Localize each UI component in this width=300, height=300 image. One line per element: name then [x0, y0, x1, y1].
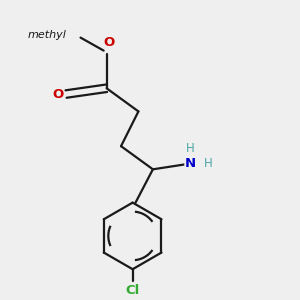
Text: H: H — [186, 142, 195, 155]
Text: N: N — [185, 157, 196, 170]
Text: methyl: methyl — [27, 30, 66, 40]
Text: H: H — [204, 157, 212, 170]
Text: O: O — [52, 88, 63, 100]
Text: Cl: Cl — [125, 284, 140, 297]
Text: O: O — [104, 36, 115, 49]
